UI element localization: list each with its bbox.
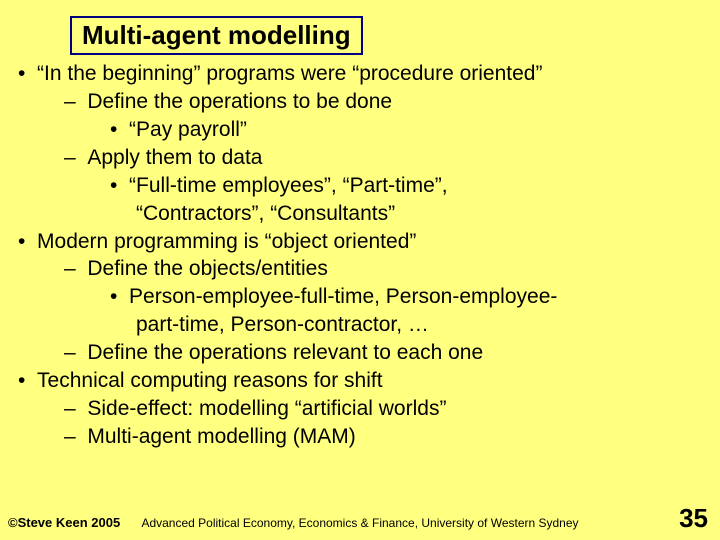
- title-box: Multi-agent modelling: [70, 16, 363, 55]
- bullet-text: part-time, Person-contractor, …: [136, 313, 429, 336]
- bullet-marker: •: [18, 230, 37, 253]
- bullet-line: • Modern programming is “object oriented…: [18, 228, 710, 256]
- bullet-marker: –: [64, 90, 87, 113]
- slide-title: Multi-agent modelling: [82, 20, 351, 51]
- bullet-line: part-time, Person-contractor, …: [18, 311, 710, 339]
- slide-body: • “In the beginning” programs were “proc…: [18, 60, 710, 451]
- bullet-line: • “Pay payroll”: [18, 116, 710, 144]
- bullet-line: • Technical computing reasons for shift: [18, 367, 710, 395]
- bullet-line: – Define the operations relevant to each…: [18, 339, 710, 367]
- bullet-line: – Define the operations to be done: [18, 88, 710, 116]
- bullet-text: “Full-time employees”, “Part-time”,: [129, 174, 448, 197]
- bullet-line: – Multi-agent modelling (MAM): [18, 423, 710, 451]
- bullet-line: “Contractors”, “Consultants”: [18, 200, 710, 228]
- bullet-marker: –: [64, 341, 87, 364]
- bullet-text: “Pay payroll”: [129, 118, 247, 141]
- bullet-text: Apply them to data: [87, 146, 262, 169]
- bullet-marker: –: [64, 146, 87, 169]
- bullet-marker: •: [18, 62, 37, 85]
- bullet-line: – Define the objects/entities: [18, 255, 710, 283]
- footer-affiliation: Advanced Political Economy, Economics & …: [0, 516, 720, 530]
- bullet-marker: –: [64, 397, 87, 420]
- bullet-text: Technical computing reasons for shift: [37, 369, 383, 392]
- bullet-text: Define the objects/entities: [87, 257, 327, 280]
- bullet-text: “In the beginning” programs were “proced…: [37, 62, 542, 85]
- bullet-text: Define the operations relevant to each o…: [87, 341, 483, 364]
- page-number: 35: [679, 503, 708, 534]
- bullet-marker: •: [110, 118, 129, 141]
- bullet-text: Side-effect: modelling “artificial world…: [87, 397, 446, 420]
- bullet-line: – Apply them to data: [18, 144, 710, 172]
- bullet-text: “Contractors”, “Consultants”: [136, 202, 395, 225]
- bullet-marker: •: [110, 285, 129, 308]
- bullet-marker: •: [18, 369, 37, 392]
- bullet-line: • “In the beginning” programs were “proc…: [18, 60, 710, 88]
- bullet-line: – Side-effect: modelling “artificial wor…: [18, 395, 710, 423]
- bullet-marker: –: [64, 257, 87, 280]
- bullet-text: Modern programming is “object oriented”: [37, 230, 416, 253]
- bullet-text: Person-employee-full-time, Person-employ…: [129, 285, 557, 308]
- bullet-marker: •: [110, 174, 129, 197]
- bullet-marker: –: [64, 425, 87, 448]
- bullet-line: • “Full-time employees”, “Part-time”,: [18, 172, 710, 200]
- bullet-text: Define the operations to be done: [87, 90, 392, 113]
- bullet-line: • Person-employee-full-time, Person-empl…: [18, 283, 710, 311]
- bullet-text: Multi-agent modelling (MAM): [87, 425, 355, 448]
